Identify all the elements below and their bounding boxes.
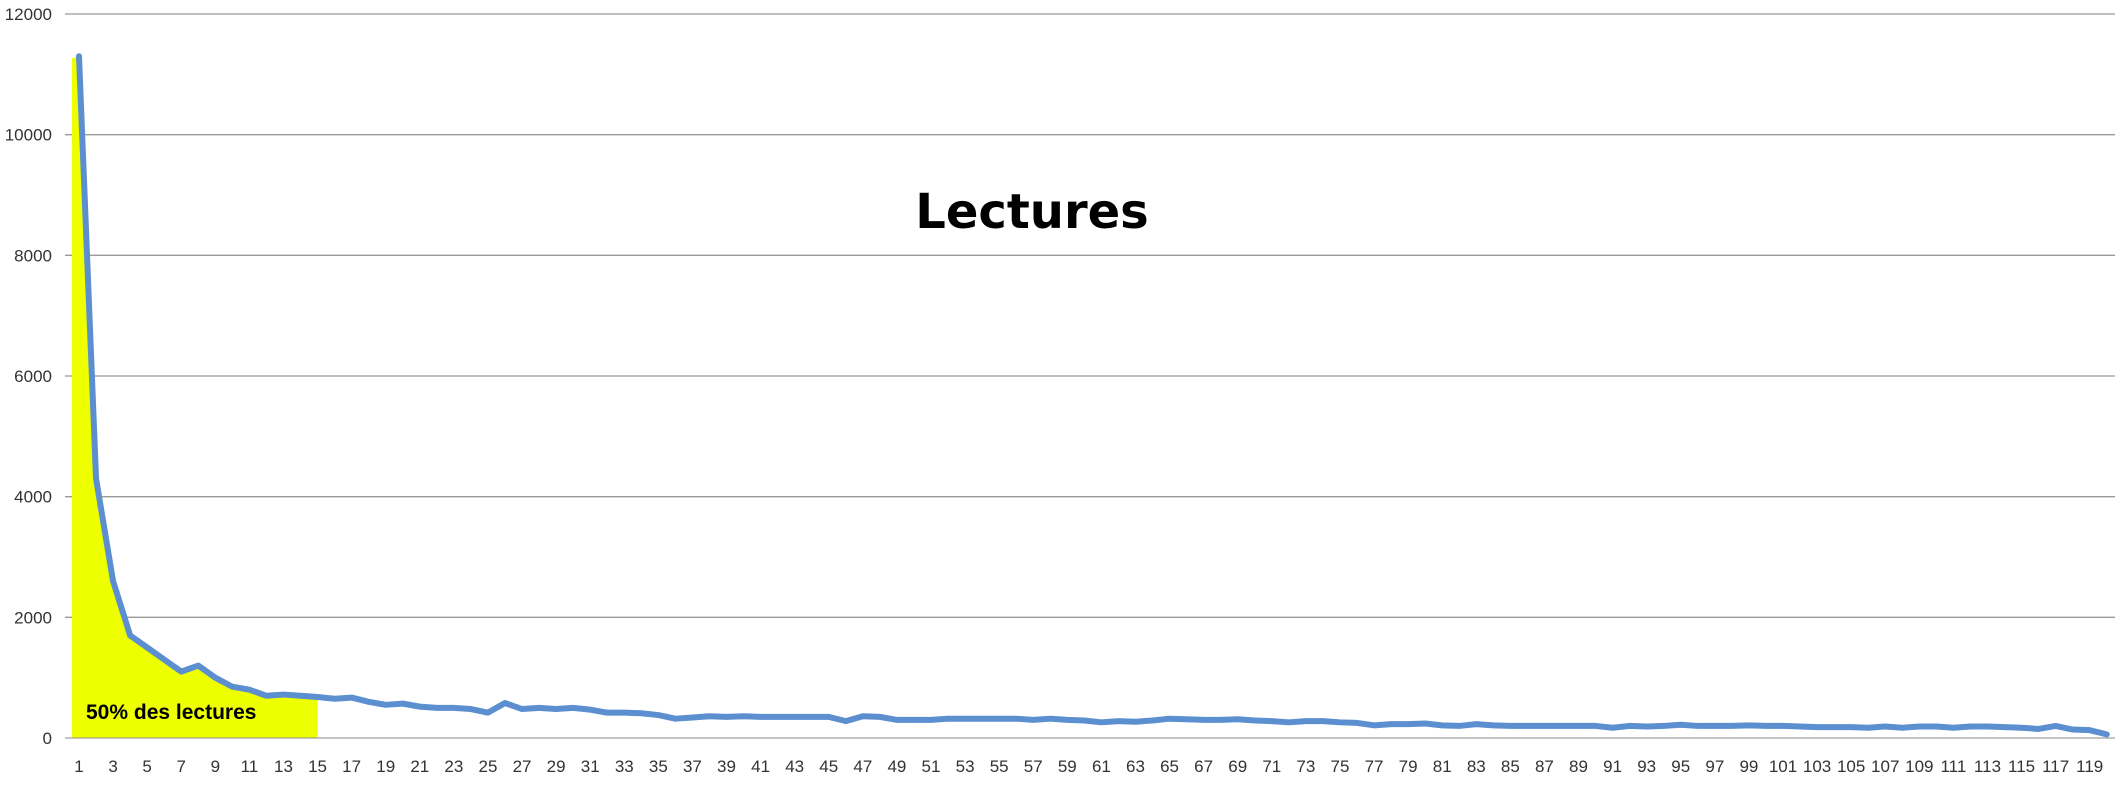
grid-lines xyxy=(65,13,2115,618)
x-tick-label: 53 xyxy=(956,757,975,776)
x-tick-label: 47 xyxy=(853,757,872,776)
y-axis-tick-labels: 0 2000 4000 6000 8000 10000 12000 xyxy=(5,5,52,748)
x-tick-label: 11 xyxy=(241,757,259,776)
x-tick-label: 67 xyxy=(1194,757,1213,776)
y-tick-label: 12000 xyxy=(5,5,52,24)
x-tick-label: 33 xyxy=(615,757,634,776)
x-tick-label: 101 xyxy=(1769,757,1797,776)
x-tick-label: 23 xyxy=(444,757,463,776)
x-tick-label: 97 xyxy=(1705,757,1724,776)
x-tick-label: 85 xyxy=(1501,757,1520,776)
x-tick-label: 103 xyxy=(1803,757,1831,776)
x-tick-label: 9 xyxy=(211,757,220,776)
x-tick-label: 37 xyxy=(683,757,702,776)
y-tick-label: 2000 xyxy=(14,608,52,627)
x-tick-label: 79 xyxy=(1399,757,1418,776)
x-tick-label: 45 xyxy=(819,757,838,776)
x-axis-tick-labels: 1 3 5 7 9 11 13 15 17 19 21 23 25 27 29 31 33 35 37 39 41 43 4… xyxy=(74,757,2103,776)
x-tick-label: 21 xyxy=(410,757,429,776)
highlight-annotation-label: 50% des lectures xyxy=(86,701,256,724)
x-tick-label: 89 xyxy=(1569,757,1588,776)
x-tick-label: 35 xyxy=(649,757,668,776)
x-tick-label: 55 xyxy=(990,757,1009,776)
x-tick-label: 71 xyxy=(1262,757,1281,776)
x-tick-label: 91 xyxy=(1603,757,1622,776)
y-tick-label: 6000 xyxy=(14,367,52,386)
x-tick-label: 29 xyxy=(547,757,566,776)
x-tick-label: 73 xyxy=(1296,757,1315,776)
x-tick-label: 27 xyxy=(513,757,532,776)
x-tick-label: 1 xyxy=(74,757,83,776)
x-tick-label: 107 xyxy=(1871,757,1899,776)
x-tick-label: 5 xyxy=(142,757,151,776)
x-tick-label: 61 xyxy=(1092,757,1111,776)
x-tick-label: 59 xyxy=(1058,757,1077,776)
x-tick-label: 15 xyxy=(308,757,327,776)
y-tick-label: 0 xyxy=(43,729,52,748)
x-tick-label: 95 xyxy=(1671,757,1690,776)
x-tick-label: 39 xyxy=(717,757,736,776)
x-tick-label: 25 xyxy=(478,757,497,776)
x-tick-label: 99 xyxy=(1739,757,1758,776)
x-tick-label: 17 xyxy=(342,757,361,776)
highlight-area-50-percent xyxy=(72,56,318,738)
x-tick-label: 105 xyxy=(1837,757,1865,776)
x-tick-label: 115 xyxy=(2008,757,2035,776)
y-tick-label: 4000 xyxy=(14,488,52,507)
x-tick-label: 69 xyxy=(1228,757,1247,776)
x-tick-label: 31 xyxy=(581,757,600,776)
x-tick-label: 113 xyxy=(1974,757,2001,776)
chart-title: Lectures xyxy=(915,184,1149,240)
x-tick-label: 41 xyxy=(751,757,770,776)
x-tick-label: 57 xyxy=(1024,757,1043,776)
x-tick-label: 19 xyxy=(376,757,395,776)
y-tick-label: 8000 xyxy=(14,246,52,265)
x-tick-label: 109 xyxy=(1905,757,1933,776)
x-tick-label: 87 xyxy=(1535,757,1554,776)
x-tick-label: 119 xyxy=(2076,757,2103,776)
x-tick-label: 65 xyxy=(1160,757,1179,776)
x-tick-label: 81 xyxy=(1433,757,1452,776)
x-tick-label: 83 xyxy=(1467,757,1486,776)
series-line-lectures xyxy=(76,53,2110,738)
y-tick-label: 10000 xyxy=(5,126,52,145)
x-tick-label: 117 xyxy=(2042,757,2069,776)
x-tick-label: 43 xyxy=(785,757,804,776)
x-tick-label: 63 xyxy=(1126,757,1145,776)
x-tick-label: 77 xyxy=(1365,757,1384,776)
x-tick-label: 13 xyxy=(274,757,293,776)
x-tick-label: 93 xyxy=(1637,757,1656,776)
x-tick-label: 51 xyxy=(922,757,941,776)
x-tick-label: 7 xyxy=(177,757,186,776)
x-tick-label: 49 xyxy=(887,757,906,776)
x-tick-label: 3 xyxy=(108,757,117,776)
x-tick-label: 75 xyxy=(1330,757,1349,776)
x-tick-label: 111 xyxy=(1940,757,1966,776)
